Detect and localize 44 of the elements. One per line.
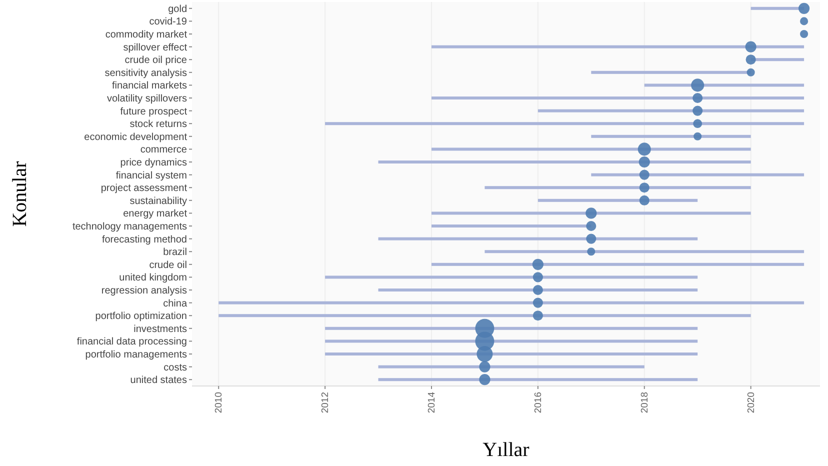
y-tick-label: crude oil price	[124, 55, 188, 66]
x-tick-label: 2016	[532, 392, 544, 414]
y-tick-label: united states	[130, 375, 187, 386]
y-tick-label: costs	[164, 362, 187, 374]
y-axis-title: Konular	[9, 160, 31, 227]
y-tick-label: energy market	[123, 208, 188, 220]
y-tick-label: china	[163, 298, 188, 310]
y-tick-label: united kingdom	[119, 272, 187, 284]
y-tick-label: project assessment	[100, 183, 188, 194]
y-tick-label: forecasting method	[102, 234, 187, 246]
bar	[325, 340, 698, 343]
x-tick-label: 2010	[214, 392, 225, 414]
y-tick-label: portfolio managements	[85, 350, 187, 360]
x-axis-title: Yıllar	[482, 439, 530, 461]
y-tick-label: commerce	[140, 144, 188, 156]
y-tick-label: sustainability	[130, 196, 187, 207]
bar	[644, 84, 804, 87]
y-tick-label: investments	[134, 324, 187, 335]
y-tick-label: economic development	[84, 132, 188, 143]
y-tick-label: gold	[168, 4, 187, 15]
y-tick-label: price dynamics	[120, 158, 187, 168]
bar	[325, 326, 698, 330]
y-tick-label: financial markets	[112, 80, 187, 92]
y-tick-label: stock returns	[130, 119, 187, 130]
x-tick-label: 2014	[426, 392, 438, 414]
bar	[378, 160, 751, 164]
y-tick-label: spillover effect	[123, 42, 188, 54]
y-tick-label: future prospect	[120, 106, 188, 118]
y-tick-label: financial data processing	[76, 336, 187, 348]
y-tick-label: sensitivity analysis	[104, 68, 187, 79]
y-tick-label: portfolio optimization	[95, 311, 187, 322]
y-tick-label: crude oil	[149, 260, 187, 271]
bar	[325, 352, 698, 356]
y-tick-label: technology managements	[72, 222, 187, 232]
y-tick-label: volatility spillovers	[106, 94, 187, 104]
y-tick-label: financial system	[116, 170, 187, 182]
x-tick-label: 2020	[746, 392, 757, 414]
x-tick-label: 2012	[320, 392, 332, 414]
y-tick-label: brazil	[163, 247, 187, 258]
x-tick-label: 2018	[639, 392, 650, 414]
y-tick-label: commodity market	[105, 30, 188, 40]
bar	[431, 148, 751, 151]
y-tick-label: covid-19	[149, 16, 188, 28]
y-tick-label: regression analysis	[101, 286, 187, 296]
